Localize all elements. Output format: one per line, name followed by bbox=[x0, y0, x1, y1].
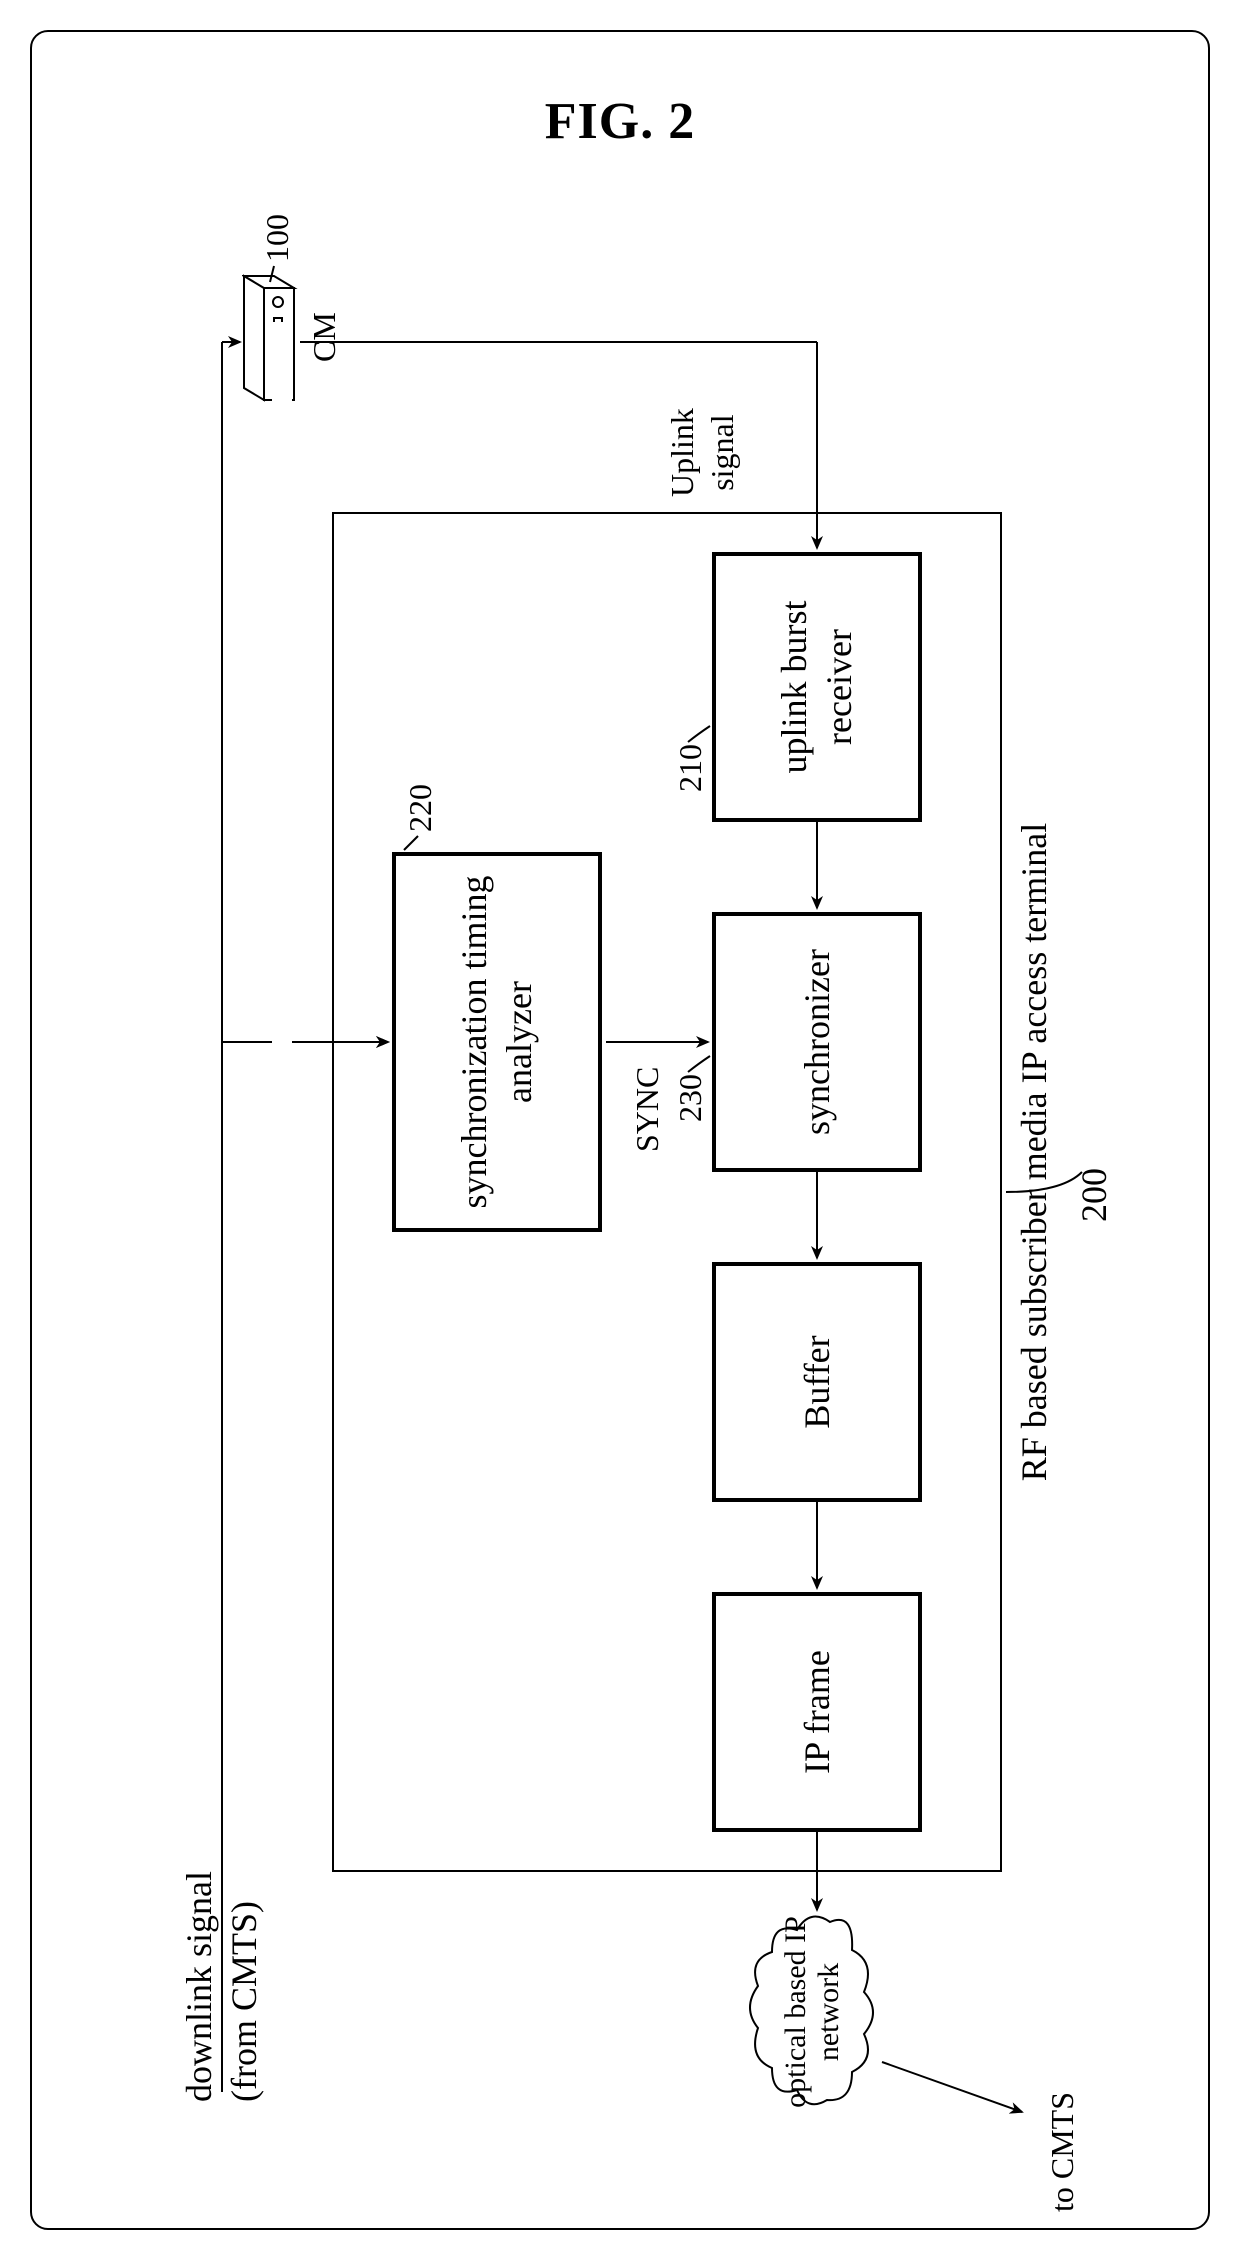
figure-title: FIG. 2 bbox=[545, 92, 695, 151]
diagram: RF based subscriber media IP access term… bbox=[122, 232, 1122, 2232]
wires bbox=[122, 232, 1122, 2232]
page-frame: FIG. 2 RF based subscriber media IP acce… bbox=[30, 30, 1210, 2230]
